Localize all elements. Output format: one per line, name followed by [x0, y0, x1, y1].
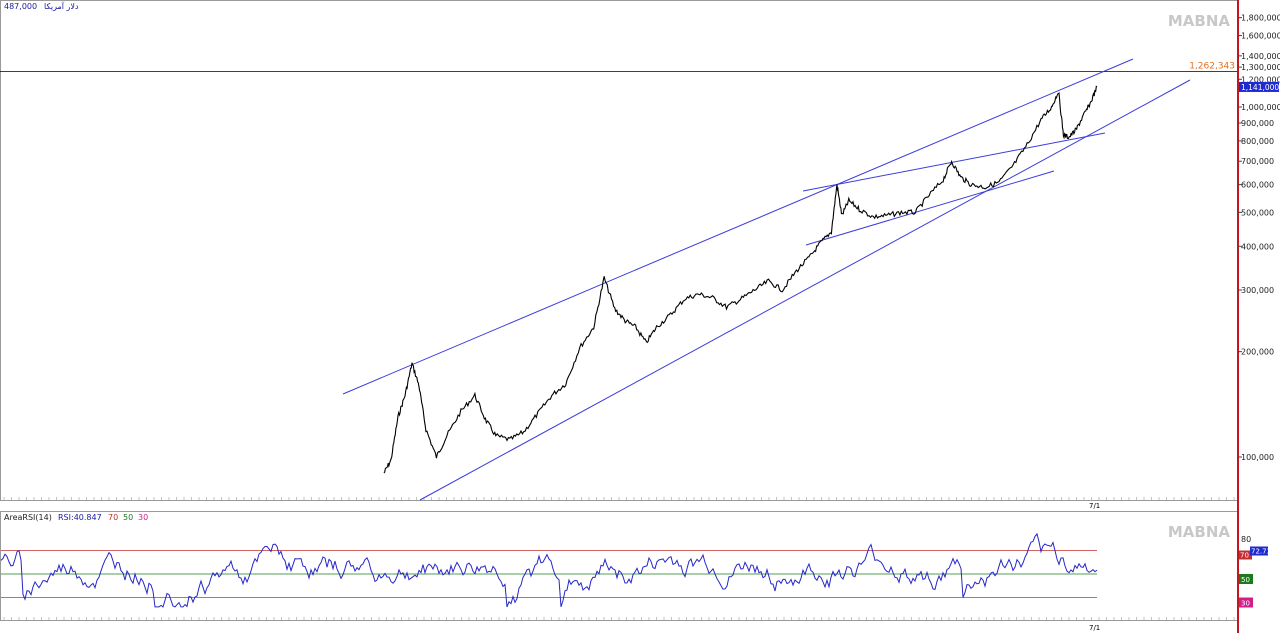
watermark-rsi: MABNA — [1168, 523, 1231, 541]
wedge-lower-line[interactable] — [805, 170, 1055, 246]
rsi-legend-50: 50 — [123, 513, 133, 522]
y-tick-label: 300,000 — [1241, 286, 1274, 295]
y-tick-label: 400,000 — [1241, 242, 1274, 251]
y-tick-label: 1,600,000 — [1241, 32, 1280, 41]
trend-lines[interactable] — [342, 58, 1191, 501]
rsi-legend-70: 70 — [108, 513, 118, 522]
watermark-price: MABNA — [1168, 12, 1231, 30]
price-time-axis-ticks — [3, 497, 1235, 500]
rsi-level-70-label: 70 — [1240, 552, 1249, 560]
y-tick-label: 500,000 — [1241, 208, 1274, 217]
y-tick-label: 800,000 — [1241, 137, 1274, 146]
rsi-level-70-box — [1239, 550, 1252, 560]
rsi-x-label: 7/1 — [1089, 624, 1100, 632]
resistance-label: 1,262,343 — [1189, 62, 1235, 72]
rsi-level-30-box — [1239, 597, 1253, 608]
y-tick-label: 1,000,000 — [1241, 103, 1280, 112]
price-panel-frame — [0, 0, 1238, 501]
channel-lower-line[interactable] — [419, 79, 1191, 501]
price-x-label: 7/1 — [1089, 502, 1100, 510]
y-tick-label: 1,400,000 — [1241, 52, 1280, 61]
price-series-line[interactable] — [383, 85, 1098, 474]
header-title: دلار آمریکا — [44, 1, 79, 11]
rsi-level-30-label: 30 — [1241, 600, 1250, 608]
current-price-label: 1,141,000 — [1241, 83, 1279, 92]
rsi-current-box — [1250, 546, 1268, 556]
y-tick-label: 900,000 — [1241, 119, 1274, 128]
channel-upper-line[interactable] — [342, 58, 1134, 395]
y-tick-label: 700,000 — [1241, 157, 1274, 166]
rsi-time-axis-ticks — [3, 617, 1235, 620]
y-tick-label: 600,000 — [1241, 181, 1274, 190]
y-tick-label: 200,000 — [1241, 348, 1274, 357]
rsi-panel-frame — [0, 511, 1238, 621]
current-price-box — [1239, 81, 1279, 92]
rsi-readout: RSI:40.847 — [58, 513, 102, 522]
rsi-title: AreaRSI(14) — [4, 513, 52, 522]
rsi-y-tick-80: 80 — [1241, 535, 1251, 544]
rsi-level-50-box — [1239, 574, 1253, 584]
y-tick-label: 100,000 — [1241, 453, 1274, 462]
rsi-level-50-label: 50 — [1241, 576, 1250, 584]
rsi-current-label: 72.73 — [1251, 548, 1271, 556]
wedge-upper-line[interactable] — [802, 132, 1106, 192]
y-tick-label: 1,200,000 — [1241, 75, 1280, 84]
header-price: 487,000 — [4, 2, 37, 11]
y-tick-label: 1,300,000 — [1241, 63, 1280, 72]
rsi-legend-30: 30 — [138, 513, 148, 522]
rsi-series-line[interactable] — [0, 532, 1098, 608]
price-y-axis: 1,800,000 1,600,000 1,400,000 1,300,000 1,20… — [1238, 14, 1280, 462]
y-tick-label: 1,800,000 — [1241, 14, 1280, 23]
